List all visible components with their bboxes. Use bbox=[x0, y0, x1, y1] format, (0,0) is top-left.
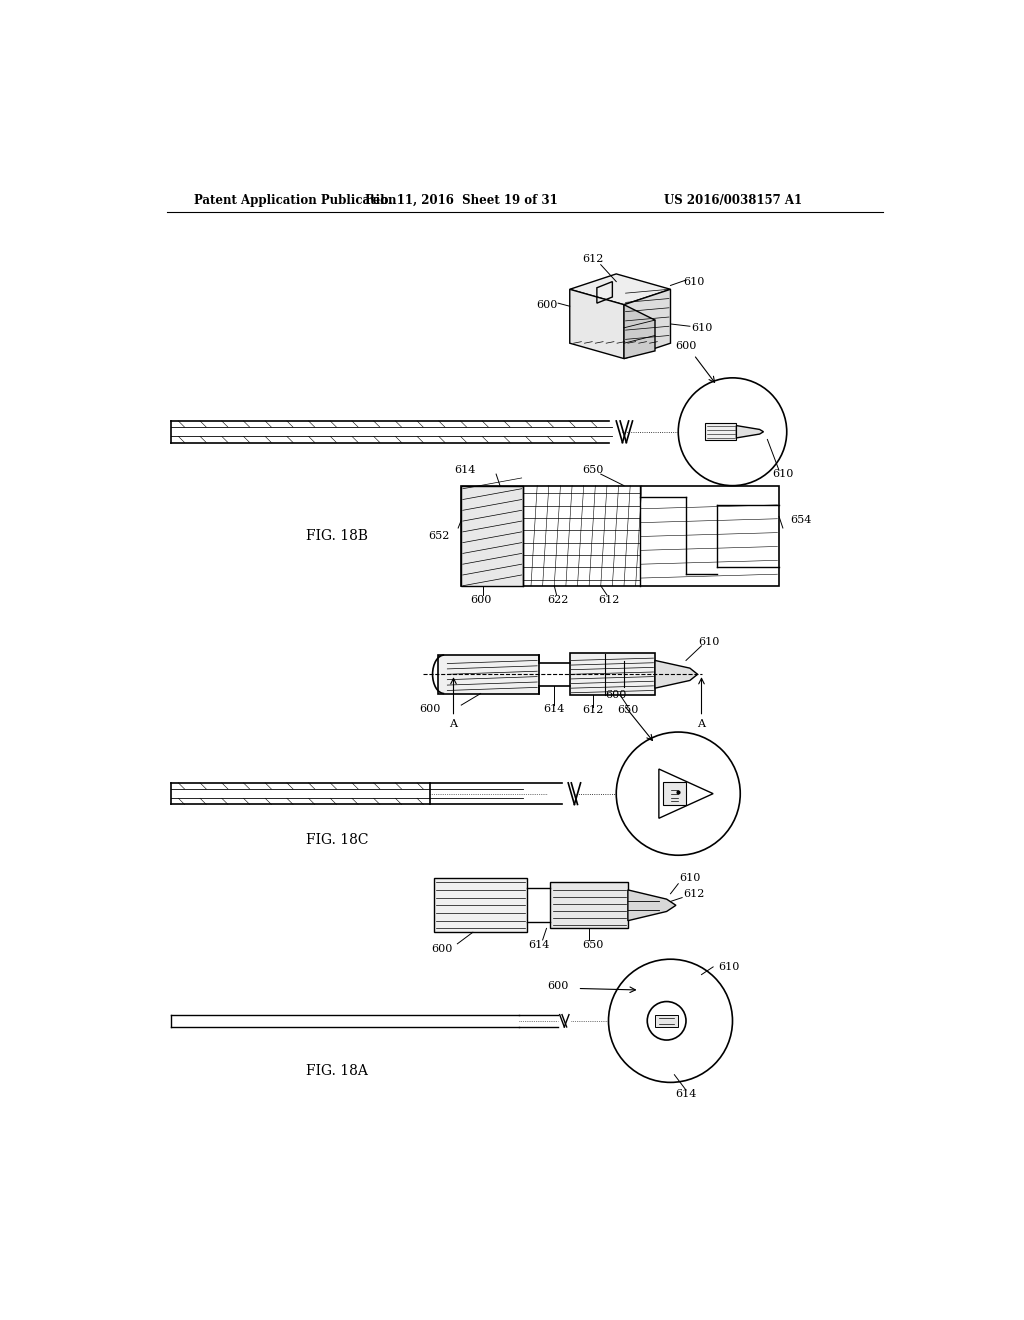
Text: 614: 614 bbox=[675, 1089, 696, 1100]
Text: 600: 600 bbox=[675, 341, 696, 351]
Text: 612: 612 bbox=[683, 888, 705, 899]
Text: 610: 610 bbox=[683, 277, 705, 286]
Text: 610: 610 bbox=[698, 638, 720, 647]
Text: 610: 610 bbox=[718, 962, 739, 972]
FancyBboxPatch shape bbox=[461, 486, 523, 586]
Text: 614: 614 bbox=[544, 704, 565, 714]
Text: 612: 612 bbox=[598, 594, 620, 605]
Text: 600: 600 bbox=[420, 704, 441, 714]
Text: 600: 600 bbox=[536, 300, 557, 310]
FancyBboxPatch shape bbox=[663, 781, 686, 805]
Text: 654: 654 bbox=[791, 515, 812, 525]
FancyBboxPatch shape bbox=[438, 655, 539, 693]
Text: 610: 610 bbox=[772, 469, 794, 479]
Text: 600: 600 bbox=[470, 594, 492, 605]
Polygon shape bbox=[736, 425, 764, 438]
FancyBboxPatch shape bbox=[655, 1015, 678, 1027]
Text: FIG. 18C: FIG. 18C bbox=[306, 833, 369, 847]
FancyBboxPatch shape bbox=[550, 882, 628, 928]
Text: Patent Application Publication: Patent Application Publication bbox=[194, 194, 396, 207]
Polygon shape bbox=[569, 275, 671, 305]
Polygon shape bbox=[628, 890, 676, 921]
Text: FIG. 18B: FIG. 18B bbox=[306, 529, 369, 543]
Polygon shape bbox=[655, 660, 697, 688]
Text: 652: 652 bbox=[428, 531, 450, 541]
Text: 600: 600 bbox=[605, 690, 627, 700]
Text: 612: 612 bbox=[583, 253, 604, 264]
Text: A: A bbox=[450, 719, 458, 730]
Text: 614: 614 bbox=[455, 465, 476, 475]
FancyBboxPatch shape bbox=[706, 424, 736, 441]
Polygon shape bbox=[624, 289, 671, 359]
Text: FIG. 18A: FIG. 18A bbox=[306, 1064, 368, 1078]
Text: 610: 610 bbox=[691, 323, 712, 333]
Text: 612: 612 bbox=[583, 705, 604, 715]
Text: 622: 622 bbox=[548, 594, 568, 605]
Text: Feb. 11, 2016  Sheet 19 of 31: Feb. 11, 2016 Sheet 19 of 31 bbox=[365, 194, 558, 207]
Polygon shape bbox=[624, 305, 655, 359]
FancyBboxPatch shape bbox=[569, 653, 655, 696]
Text: 600: 600 bbox=[431, 944, 453, 954]
Text: 610: 610 bbox=[679, 874, 700, 883]
Polygon shape bbox=[569, 289, 624, 359]
Text: A: A bbox=[697, 719, 706, 730]
Text: 650: 650 bbox=[583, 940, 604, 950]
FancyBboxPatch shape bbox=[434, 878, 527, 932]
Text: 614: 614 bbox=[528, 940, 550, 950]
Text: US 2016/0038157 A1: US 2016/0038157 A1 bbox=[665, 194, 802, 207]
Text: 650: 650 bbox=[617, 705, 639, 715]
Text: 600: 600 bbox=[548, 981, 568, 991]
Text: 650: 650 bbox=[583, 465, 604, 475]
